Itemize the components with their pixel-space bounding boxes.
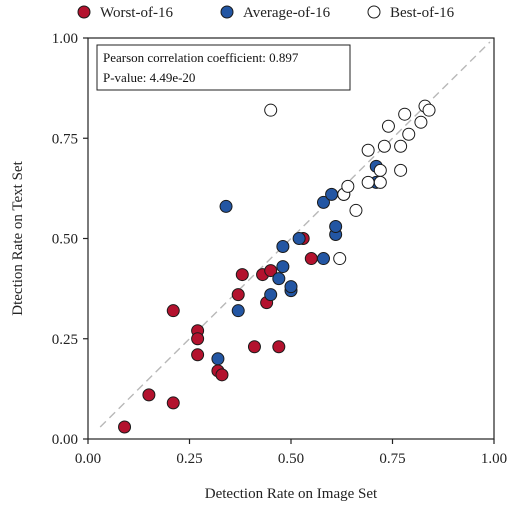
point-worst-of-16-3 [166,304,180,318]
point-average-of-16-11 [316,195,330,209]
point-best-of-16-11 [394,163,408,177]
legend-marker-2 [367,5,381,19]
point-best-of-16-6 [361,143,375,157]
point-average-of-16-2 [231,304,245,318]
annotation-box: Pearson correlation coefficient: 0.897 P… [96,44,351,91]
point-average-of-16-5 [276,260,290,274]
point-best-of-16-3 [341,179,355,193]
legend-marker-1 [220,5,234,19]
legend: Worst-of-16 Average-of-16 Best-of-16 [77,5,455,21]
x-tick-label-2: 0.50 [278,451,304,467]
x-tick-label-4: 1.00 [481,451,507,467]
point-best-of-16-13 [398,107,412,121]
point-worst-of-16-11 [247,340,261,354]
annotation-correlation: Pearson correlation coefficient: 0.897 [103,50,299,65]
point-best-of-16-0 [264,103,278,117]
y-tick-label-0: 0.00 [52,432,78,448]
point-worst-of-16-15 [272,340,286,354]
y-tick-label-3: 0.75 [52,131,78,147]
y-axis-label: Dtection Rate on Text Set [10,160,26,315]
legend-label-2: Best-of-16 [390,5,455,21]
point-best-of-16-12 [394,139,408,153]
point-average-of-16-1 [219,199,233,213]
x-tick-label-1: 0.25 [176,451,202,467]
point-best-of-16-1 [333,252,347,266]
point-average-of-16-10 [316,252,330,266]
x-tick-label-3: 0.75 [379,451,405,467]
legend-label-0: Worst-of-16 [100,5,173,21]
y-tick-label-1: 0.25 [52,332,78,348]
point-best-of-16-5 [361,175,375,189]
point-average-of-16-14 [329,219,343,233]
point-worst-of-16-9 [231,288,245,302]
point-worst-of-16-8 [215,368,229,382]
point-average-of-16-12 [325,187,339,201]
point-best-of-16-15 [414,115,428,129]
point-best-of-16-8 [373,175,387,189]
point-worst-of-16-14 [264,264,278,278]
point-best-of-16-4 [349,203,363,217]
point-worst-of-16-0 [118,420,132,434]
point-average-of-16-8 [284,280,298,294]
point-best-of-16-10 [381,119,395,133]
x-axis-label: Detection Rate on Image Set [205,486,378,502]
point-average-of-16-3 [264,288,278,302]
point-average-of-16-6 [276,240,290,254]
point-worst-of-16-1 [142,388,156,402]
point-best-of-16-14 [402,127,416,141]
data-points [118,99,436,434]
annotation-pvalue: P-value: 4.49e-20 [103,70,195,85]
point-average-of-16-0 [211,352,225,366]
point-worst-of-16-17 [304,252,318,266]
point-best-of-16-9 [377,139,391,153]
point-worst-of-16-5 [191,332,205,346]
point-average-of-16-4 [272,272,286,286]
axes: 0.00 0.25 0.50 0.75 1.00 0.00 0.25 0.50 0.75 1.00 [52,31,507,467]
point-best-of-16-7 [373,163,387,177]
x-tick-label-0: 0.00 [75,451,101,467]
annotation-frame [96,44,351,91]
y-tick-label-4: 1.00 [52,31,78,47]
point-worst-of-16-10 [235,268,249,282]
y-tick-label-2: 0.50 [52,232,78,248]
legend-label-1: Average-of-16 [243,5,331,21]
point-worst-of-16-2 [166,396,180,410]
legend-marker-0 [77,5,91,19]
point-average-of-16-9 [292,232,306,245]
point-worst-of-16-6 [191,348,205,362]
point-best-of-16-17 [422,103,436,117]
